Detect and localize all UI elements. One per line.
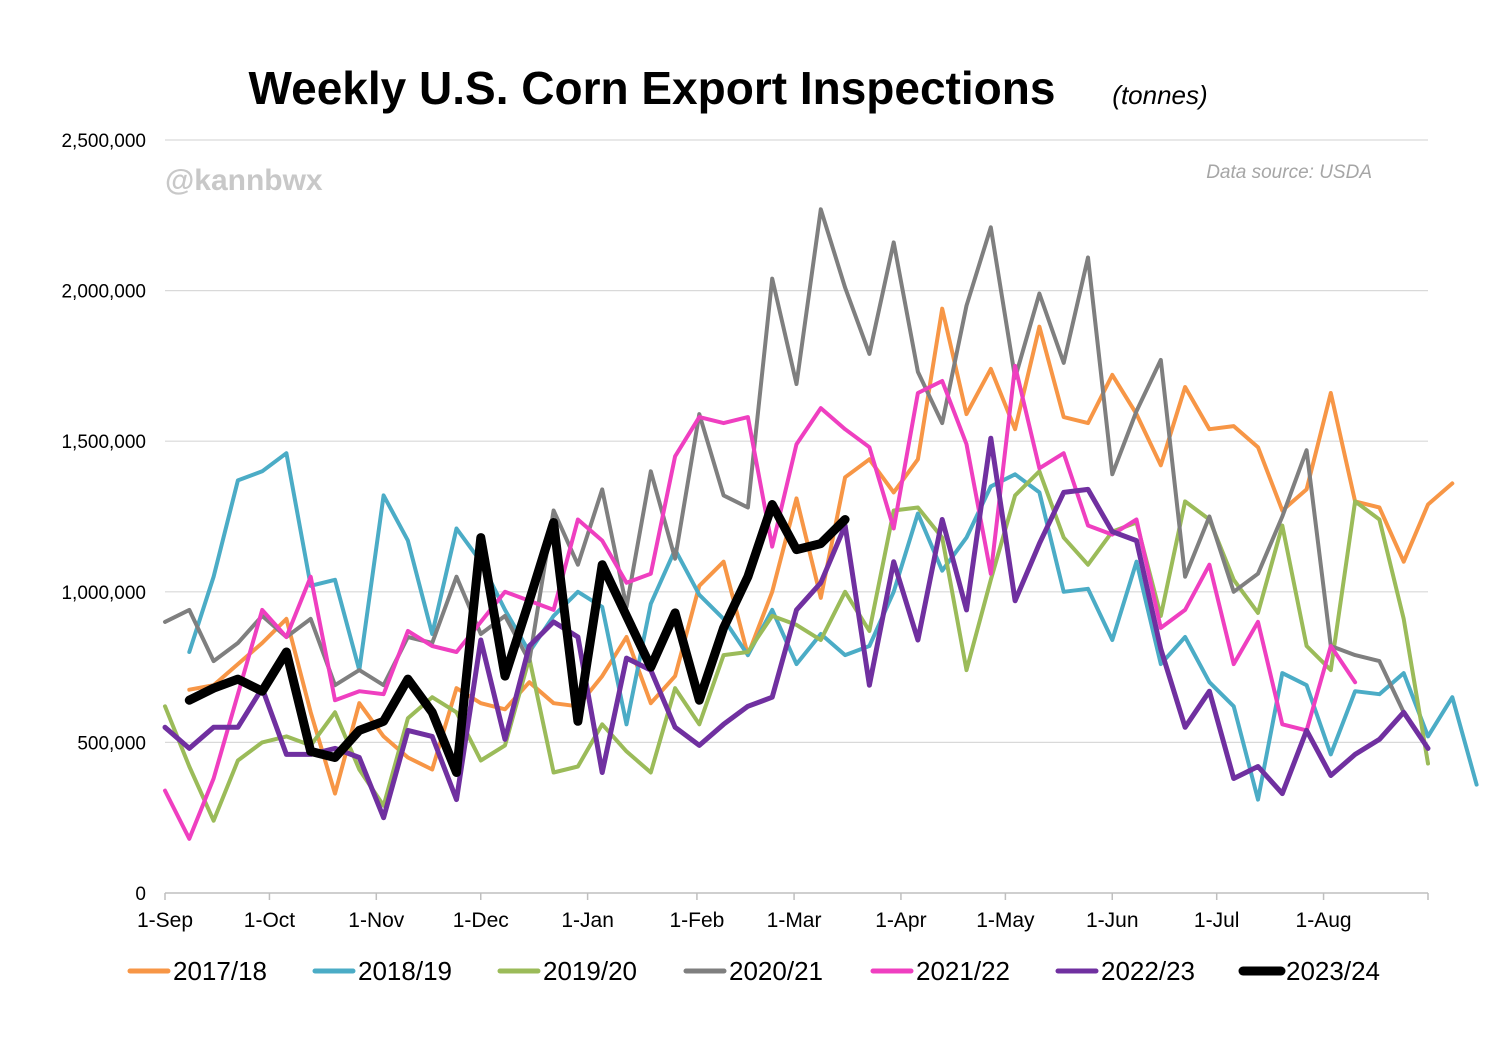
x-tick-label: 1-Jan bbox=[561, 909, 614, 932]
x-tick-label: 1-Oct bbox=[244, 909, 296, 932]
legend-item-2023-24: 2023/24 bbox=[1238, 956, 1380, 986]
y-tick-label: 2,000,000 bbox=[61, 282, 146, 303]
x-tick-label: 1-Nov bbox=[348, 909, 405, 932]
series-line-2018-19 bbox=[187, 451, 1479, 802]
legend-label: 2022/23 bbox=[1101, 956, 1195, 986]
legend-label: 2023/24 bbox=[1286, 956, 1380, 986]
legend-item-2021-22: 2021/22 bbox=[870, 956, 1010, 986]
series-line-2023-24 bbox=[184, 500, 850, 777]
x-tick-label: 1-Sep bbox=[137, 909, 193, 932]
series-line-2021-22 bbox=[163, 363, 1358, 841]
series-lines bbox=[162, 207, 1479, 841]
legend-item-2022-23: 2022/23 bbox=[1055, 956, 1195, 986]
chart-title: Weekly U.S. Corn Export Inspections bbox=[249, 62, 1056, 114]
watermark-handle: @kannbwx bbox=[165, 164, 323, 197]
legend-item-2019-20: 2019/20 bbox=[497, 956, 637, 986]
chart-title-unit: (tonnes) bbox=[1112, 80, 1207, 110]
legend-label: 2017/18 bbox=[173, 956, 267, 986]
legend-item-2018-19: 2018/19 bbox=[312, 956, 452, 986]
x-tick-label: 1-Mar bbox=[767, 909, 822, 932]
x-tick-label: 1-Jul bbox=[1194, 909, 1240, 932]
data-source-note: Data source: USDA bbox=[1206, 162, 1372, 183]
x-tick-label: 1-Jun bbox=[1086, 909, 1139, 932]
x-tick-label: 1-Aug bbox=[1296, 909, 1352, 932]
legend-label: 2019/20 bbox=[543, 956, 637, 986]
x-axis-ticks: 1-Sep 1-Oct 1-Nov 1-Dec 1-Jan 1-Feb 1-Mar 1-Apr… bbox=[137, 893, 1429, 932]
y-tick-label: 1,000,000 bbox=[61, 583, 146, 604]
legend: 2017/18 2018/19 2019/20 2020/21 2021/22 2022/… bbox=[127, 956, 1380, 986]
series-line-2020-21 bbox=[163, 207, 1406, 715]
series-line-2022-23 bbox=[162, 435, 1431, 821]
legend-label: 2021/22 bbox=[916, 956, 1010, 986]
y-tick-label: 1,500,000 bbox=[61, 432, 146, 453]
y-tick-label: 0 bbox=[135, 884, 146, 905]
x-tick-label: 1-Feb bbox=[669, 909, 724, 932]
x-tick-label: 1-Apr bbox=[875, 909, 926, 932]
legend-item-2020-21: 2020/21 bbox=[683, 956, 823, 986]
y-tick-label: 500,000 bbox=[77, 733, 146, 754]
legend-label: 2018/19 bbox=[358, 956, 452, 986]
gridlines bbox=[165, 139, 1428, 894]
y-axis-ticks: 0 500,000 1,000,000 1,500,000 2,000,000 2,500… bbox=[61, 131, 146, 905]
x-tick-label: 1-May bbox=[976, 909, 1035, 932]
y-tick-label: 2,500,000 bbox=[61, 131, 146, 152]
legend-item-2017-18: 2017/18 bbox=[127, 956, 267, 986]
x-tick-label: 1-Dec bbox=[453, 909, 509, 932]
legend-label: 2020/21 bbox=[729, 956, 823, 986]
